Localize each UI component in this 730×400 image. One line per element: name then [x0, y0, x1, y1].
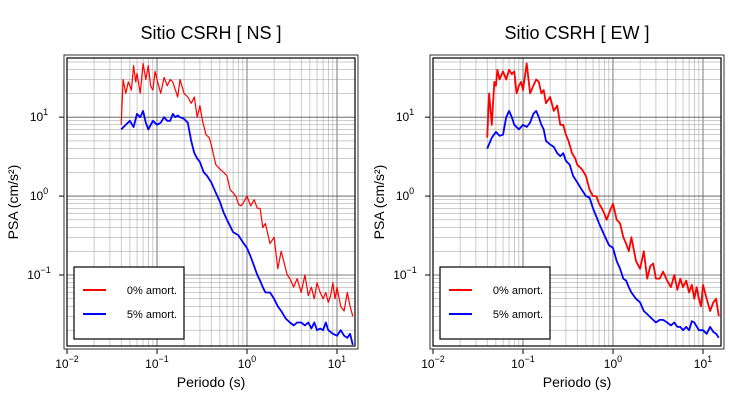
- x-axis-label: Periodo (s): [543, 374, 611, 390]
- legend: 0% amort. 5% amort.: [73, 266, 185, 340]
- x-axis-label: Periodo (s): [177, 374, 245, 390]
- legend-label: 5% amort.: [493, 309, 543, 321]
- y-axis-label: PSA (cm/s²): [371, 165, 387, 240]
- chart-title: Sitio CSRH [ EW ]: [504, 23, 649, 43]
- legend-label: 0% amort.: [493, 285, 543, 297]
- x-tick-label: 10−1: [511, 354, 535, 371]
- plot-frame-outer: [63, 54, 359, 350]
- series-line-amort-0: [486, 62, 720, 317]
- y-tick-label: 100: [396, 186, 414, 203]
- x-tick-label: 10−2: [55, 354, 79, 371]
- x-tick-label: 10−1: [145, 354, 169, 371]
- legend-label: 5% amort.: [127, 309, 177, 321]
- x-tick-label: 100: [604, 354, 622, 371]
- y-tick-label: 101: [30, 107, 48, 124]
- y-tick-label: 100: [30, 186, 48, 203]
- chart-panel-2: 10−2 10−1 100 101 10−1 100 101 Sitio CSRH [ EW …: [371, 23, 725, 390]
- y-tick-label: 10−1: [393, 265, 417, 282]
- legend-label: 0% amort.: [127, 285, 177, 297]
- series-line-amort-0: [120, 62, 354, 317]
- legend-box: [439, 266, 551, 340]
- y-axis-label: PSA (cm/s²): [5, 165, 21, 240]
- x-tick-label: 100: [238, 354, 256, 371]
- series-line-amort-5: [120, 110, 354, 346]
- plot-frame: [66, 57, 356, 347]
- y-tick-label: 101: [396, 107, 414, 124]
- series-line-amort-5: [486, 110, 720, 339]
- plot-frame: [432, 57, 722, 347]
- chart-panel-1: 10−2 10−1 100 101 10−1 100 101 Sitio CSRH [ NS …: [5, 23, 359, 390]
- x-tick-label: 101: [694, 354, 712, 371]
- y-tick-label: 10−1: [27, 265, 51, 282]
- x-tick-label: 101: [328, 354, 346, 371]
- chart-title: Sitio CSRH [ NS ]: [140, 23, 281, 43]
- legend-box: [73, 266, 185, 340]
- x-tick-label: 10−2: [421, 354, 445, 371]
- plot-frame-outer: [429, 54, 725, 350]
- legend: 0% amort. 5% amort.: [439, 266, 551, 340]
